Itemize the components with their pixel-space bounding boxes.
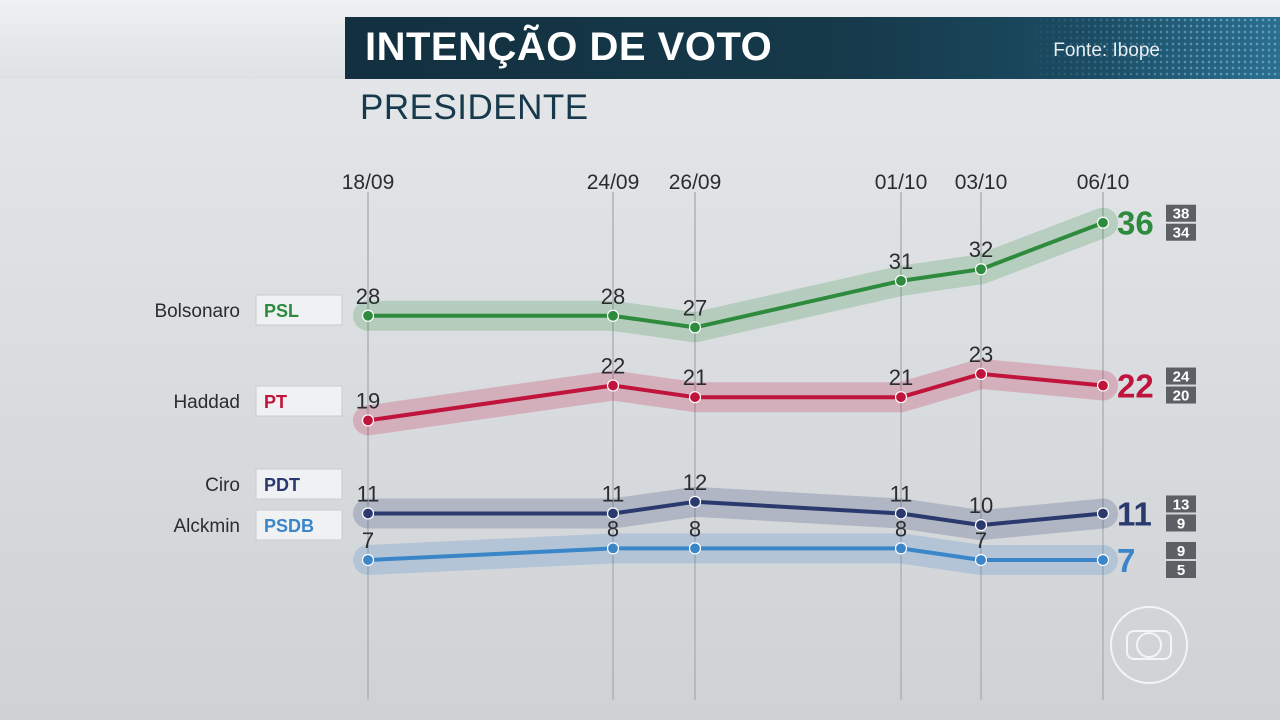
x-tick-label: 26/09 [669,171,722,194]
series-line-ciro [368,499,1104,528]
x-tick-label: 24/09 [587,171,640,194]
data-point-alckmin [1096,553,1110,567]
data-label: 12 [683,470,707,495]
range-lower-box [1166,560,1196,578]
data-label: 19 [356,388,380,413]
data-point-ciro [361,507,375,520]
legend-candidate-name: Bolsonaro [154,301,240,322]
range-lower-label: 34 [1173,225,1190,242]
final-value-label: 36 [1117,205,1154,242]
range-upper-box [1166,367,1196,385]
range-upper-box [1166,204,1196,222]
data-label: 28 [356,284,380,309]
data-label: 11 [602,481,625,506]
legend-party-label: PSDB [264,516,314,536]
legend-party-label: PSL [264,301,299,321]
data-point-haddad [361,414,375,427]
range-lower-box [1166,514,1196,532]
data-label: 31 [889,249,913,274]
range-lower-box [1166,386,1196,404]
range-upper-label: 9 [1177,543,1185,560]
data-point-ciro [606,507,620,520]
title-bar: INTENÇÃO DE VOTO Fonte: Ibope [345,17,1280,79]
range-lower-label: 5 [1177,562,1185,579]
title-bar-texture [1020,17,1280,79]
x-tick-label: 18/09 [342,171,395,194]
data-label: 23 [969,342,993,367]
data-point-haddad [1096,379,1110,392]
data-point-haddad [688,391,702,404]
data-point-bolsonaro [894,274,908,287]
series-line-alckmin [367,546,1103,562]
range-lower-label: 9 [1177,515,1185,532]
range-upper-label: 13 [1173,496,1190,513]
data-label: 8 [895,516,907,541]
data-point-alckmin [361,553,375,567]
legend-candidate-name: Alckmin [173,516,240,537]
data-point-bolsonaro [688,321,702,334]
data-label: 10 [969,493,993,518]
legend-party-badge [255,294,343,326]
legend-party-badge [255,385,343,417]
data-point-alckmin [606,542,620,555]
tv-globo-logo-icon [1110,606,1188,684]
legend-party-label: PT [264,392,287,412]
legend-party-label: PDT [264,475,300,495]
logo-globe [1136,632,1162,658]
data-label: 22 [601,354,625,379]
range-upper-box [1166,495,1196,513]
x-tick-label: 06/10 [1077,171,1130,194]
data-label: 28 [601,284,625,309]
data-label: 11 [357,481,380,506]
range-lower-label: 20 [1173,388,1190,405]
data-point-ciro [688,495,702,508]
data-label: 8 [689,516,701,541]
range-lower-box [1166,223,1196,241]
data-label: 8 [607,516,619,541]
data-point-ciro [1096,507,1110,520]
final-value-label: 7 [1117,542,1135,579]
data-point-ciro [974,518,988,532]
data-label: 7 [362,528,374,553]
data-point-haddad [606,379,620,392]
data-point-alckmin [688,542,702,555]
data-label: 32 [969,237,993,262]
range-upper-label: 24 [1173,369,1190,386]
data-label: 27 [683,295,707,320]
data-point-ciro [894,507,908,520]
legend-candidate-name: Haddad [173,392,240,413]
data-label: 7 [975,528,987,553]
data-point-bolsonaro [974,263,988,276]
x-tick-label: 03/10 [955,171,1008,194]
legend-party-badge [255,468,343,500]
page-title: INTENÇÃO DE VOTO [365,25,773,69]
logo-screen [1126,630,1172,660]
final-value-label: 11 [1117,495,1152,532]
source-label: Fonte: Ibope [1053,40,1160,61]
legend-candidate-name: Ciro [205,475,240,496]
data-point-bolsonaro [606,309,620,322]
series-line-haddad [367,371,1104,423]
data-point-haddad [974,367,988,381]
range-upper-box [1166,541,1196,559]
data-label: 21 [889,365,913,390]
legend-party-badge [255,509,343,541]
data-point-alckmin [894,542,908,555]
data-point-bolsonaro [361,309,375,322]
data-point-haddad [894,391,908,404]
final-value-label: 22 [1117,368,1154,405]
data-point-alckmin [974,553,988,567]
data-label: 11 [890,481,913,506]
range-upper-label: 38 [1173,206,1190,223]
x-tick-label: 01/10 [875,171,928,194]
series-line-bolsonaro [368,220,1104,330]
chart-subtitle: PRESIDENTE [360,88,589,127]
data-point-bolsonaro [1096,216,1110,229]
data-label: 21 [683,365,707,390]
